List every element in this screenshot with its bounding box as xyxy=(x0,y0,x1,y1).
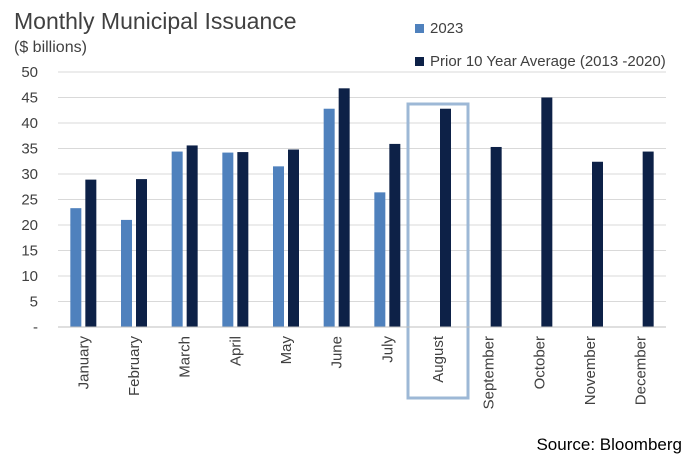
y-tick-label: 45 xyxy=(21,90,38,107)
y-tick-label: 50 xyxy=(21,64,38,81)
bar-average-november xyxy=(592,161,603,327)
legend-item-2023: 2023 xyxy=(415,20,463,37)
bar-average-march xyxy=(186,145,198,327)
y-tick-label: 15 xyxy=(21,243,38,260)
bar-average-april xyxy=(237,152,249,327)
bar-average-may xyxy=(288,149,299,327)
bar-average-july xyxy=(389,143,401,327)
y-tick-label: 25 xyxy=(21,192,38,209)
x-tick-label: September xyxy=(481,336,498,409)
bar-average-october xyxy=(541,97,553,327)
x-tick-label: March xyxy=(177,336,194,378)
bar-2023-march xyxy=(171,151,183,327)
y-tick-label: 40 xyxy=(21,115,38,132)
source-note: Source: Bloomberg xyxy=(536,435,682,454)
bar-2023-january xyxy=(70,208,82,327)
bar-average-january xyxy=(85,179,97,327)
x-tick-label: May xyxy=(278,336,295,365)
bar-2023-june xyxy=(323,108,335,327)
bar-average-september xyxy=(490,146,502,327)
x-tick-label: January xyxy=(75,336,92,390)
bar-average-december xyxy=(642,151,654,327)
legend-swatch-2023 xyxy=(415,24,424,33)
y-tick-label: 10 xyxy=(21,268,38,285)
bar-average-june xyxy=(338,88,350,327)
legend-item-average: Prior 10 Year Average (2013 -2020) xyxy=(415,53,666,70)
highlight-box-august xyxy=(406,102,470,400)
legend-swatch-average xyxy=(415,57,424,66)
y-tick-label: 20 xyxy=(21,217,38,234)
y-tick-label: - xyxy=(33,319,38,336)
bar-2023-april xyxy=(222,152,234,327)
bar-2023-may xyxy=(273,166,284,327)
chart-title: Monthly Municipal Issuance xyxy=(14,8,297,34)
x-tick-label: February xyxy=(126,336,143,397)
bar-2023-february xyxy=(121,219,132,327)
x-tick-label: July xyxy=(379,336,396,363)
bar-average-august xyxy=(440,108,451,327)
x-tick-label: June xyxy=(329,336,346,369)
x-tick-label: November xyxy=(582,336,599,405)
legend-label-average: Prior 10 Year Average (2013 -2020) xyxy=(430,53,666,70)
bar-2023-july xyxy=(374,192,386,327)
x-tick-label: December xyxy=(633,336,650,405)
x-tick-label: August xyxy=(430,335,447,383)
bar-average-february xyxy=(136,179,147,327)
x-tick-label: October xyxy=(531,336,548,389)
y-tick-label: 35 xyxy=(21,141,38,158)
chart-subtitle: ($ billions) xyxy=(14,39,87,56)
y-tick-label: 5 xyxy=(30,294,38,311)
y-tick-label: 30 xyxy=(21,166,38,183)
legend-label-2023: 2023 xyxy=(430,20,464,37)
x-tick-label: April xyxy=(227,336,244,366)
